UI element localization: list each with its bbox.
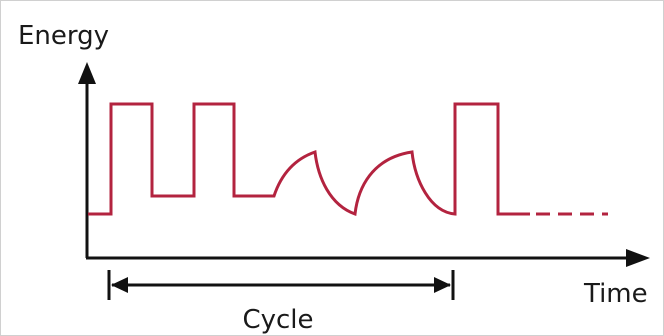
- cycle-span-left-arrowhead: [111, 277, 128, 293]
- energy-waveform: [88, 102, 530, 217]
- y-axis-arrowhead: [78, 62, 96, 84]
- cycle-label: Cycle: [242, 305, 313, 335]
- x-axis-label: Time: [583, 279, 648, 309]
- cycle-span-right-arrowhead: [434, 277, 451, 293]
- y-axis-label: Energy: [18, 21, 109, 51]
- x-axis-arrowhead: [626, 249, 650, 267]
